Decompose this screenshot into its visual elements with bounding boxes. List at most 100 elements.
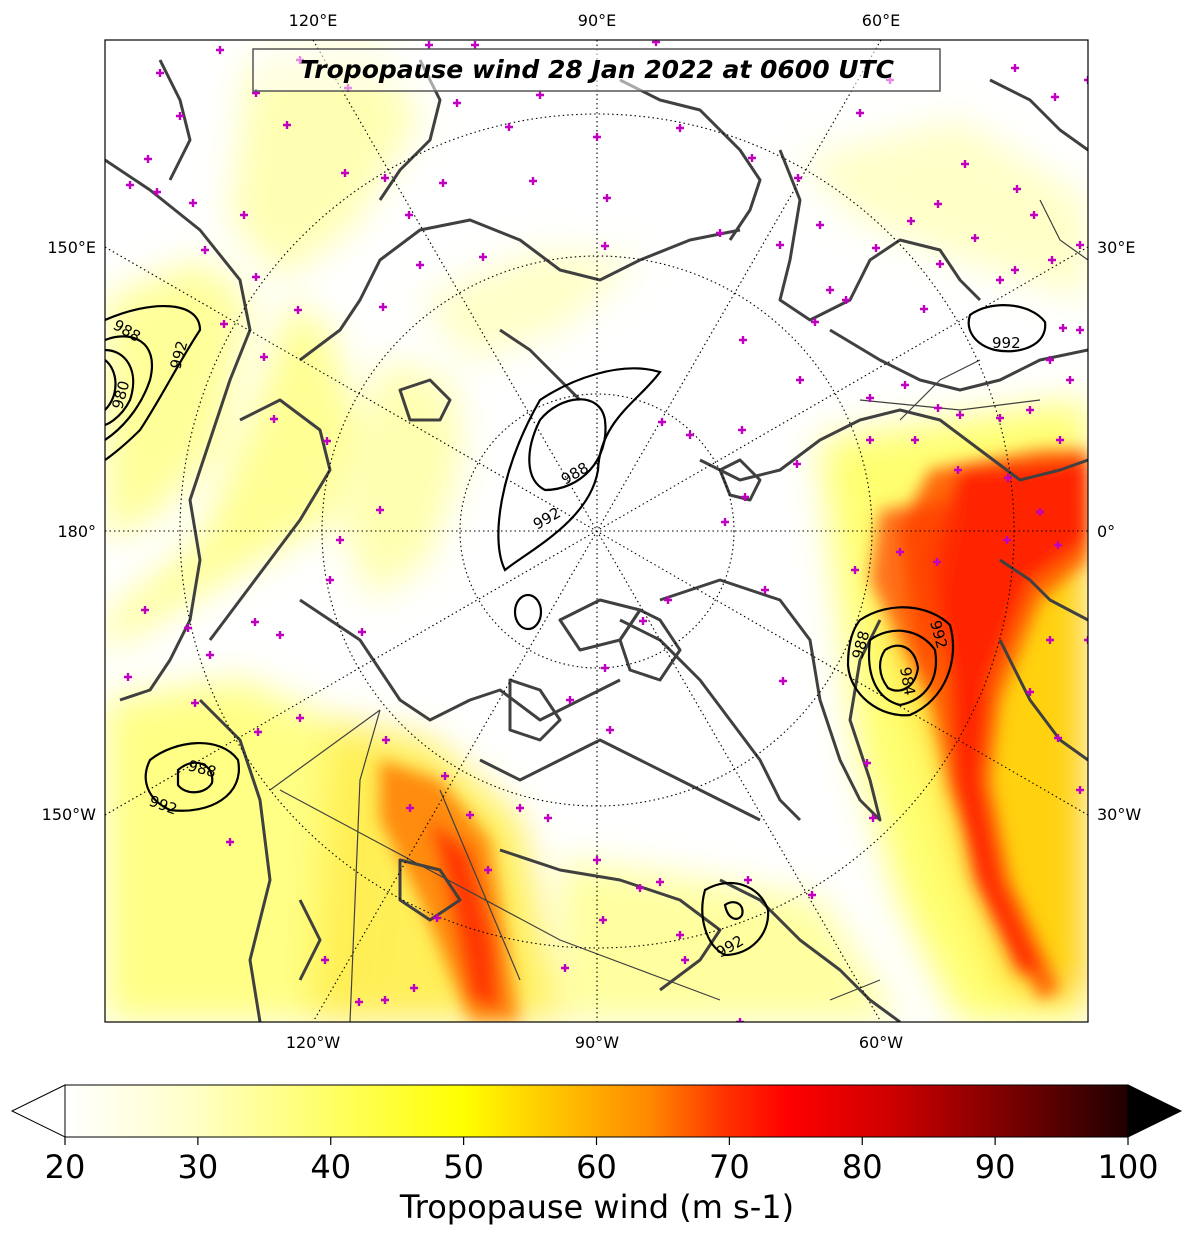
station-marker-icon: [260, 353, 268, 361]
station-marker-icon: [851, 566, 859, 574]
station-marker-icon: [416, 261, 424, 269]
station-marker-icon: [326, 576, 334, 584]
map-frame: [104, 39, 1089, 1023]
station-marker-icon: [294, 306, 302, 314]
station-marker-icon: [811, 318, 819, 326]
station-marker-icon: [529, 177, 537, 185]
station-marker-icon: [323, 437, 331, 445]
station-marker-icon: [433, 914, 441, 922]
station-marker-icon: [536, 91, 544, 99]
station-marker-icon: [466, 811, 474, 819]
station-marker-icon: [1054, 541, 1062, 549]
station-marker-icon: [741, 493, 749, 501]
station-marker-icon: [1011, 266, 1019, 274]
station-marker-icon: [996, 276, 1004, 284]
station-marker-icon: [1054, 734, 1062, 742]
station-marker-icon: [201, 246, 209, 254]
title-box: [252, 48, 941, 92]
colorbar-ticks: 20 30 40 50 60 70 80 90 100: [45, 1137, 1159, 1186]
station-marker-icon: [141, 606, 149, 614]
station-marker-icon: [808, 891, 816, 899]
station-marker-icon: [251, 618, 259, 626]
station-marker-icon: [816, 221, 824, 229]
station-marker-icon: [796, 376, 804, 384]
station-marker-icon: [676, 931, 684, 939]
station-marker-icon: [721, 518, 729, 526]
graticule: [105, 40, 1088, 1022]
station-marker-icon: [761, 586, 769, 594]
station-marker-icon: [901, 381, 909, 389]
colorbar-tick-label: 50: [443, 1148, 484, 1186]
colorbar-tick-label: 20: [45, 1148, 86, 1186]
station-marker-icon: [933, 558, 941, 566]
station-marker-icon: [126, 181, 134, 189]
station-marker-icon: [639, 617, 647, 625]
station-marker-icon: [872, 244, 880, 252]
station-marker-icon: [601, 242, 609, 250]
station-marker-icon: [453, 99, 461, 107]
station-marker-icon: [1026, 688, 1034, 696]
station-marker-icon: [896, 548, 904, 556]
colorbar-tick-label: 40: [310, 1148, 351, 1186]
station-marker-icon: [920, 305, 928, 313]
station-marker-icon: [1046, 636, 1054, 644]
station-marker-icon: [716, 229, 724, 237]
station-marker-icon: [956, 411, 964, 419]
lon-label-top-0: 120°E: [289, 11, 338, 30]
station-marker-icon: [341, 169, 349, 177]
station-marker-icon: [544, 814, 552, 822]
station-marker-icon: [336, 536, 344, 544]
station-marker-icon: [863, 759, 871, 767]
lon-label-right-0: 30°E: [1097, 238, 1135, 257]
station-marker-icon: [191, 699, 199, 707]
station-marker-icon: [376, 506, 384, 514]
colorbar-extend-max: [1127, 1084, 1183, 1138]
station-marker-icon: [1076, 326, 1084, 334]
station-marker-icon: [561, 964, 569, 972]
station-marker-icon: [184, 624, 192, 632]
station-marker-icon: [1056, 436, 1064, 444]
station-marker-icon: [1051, 93, 1059, 101]
colorbar-bar: [64, 1084, 1129, 1138]
station-marker-icon: [656, 878, 664, 886]
station-marker-icon: [681, 956, 689, 964]
colorbar-tick-label: 30: [178, 1148, 219, 1186]
station-marker-icon: [156, 69, 164, 77]
station-marker-icon: [252, 273, 260, 281]
station-marker-icon: [240, 211, 248, 219]
station-marker-icon: [410, 984, 418, 992]
station-marker-icon: [776, 241, 784, 249]
station-marker-icon: [599, 916, 607, 924]
contour-label-992-europe: 992: [992, 334, 1021, 352]
station-marker-icon: [636, 884, 644, 892]
station-marker-icon: [379, 303, 387, 311]
station-marker-icon: [1013, 185, 1021, 193]
station-marker-icon: [866, 394, 874, 402]
station-marker-icon: [124, 673, 132, 681]
station-marker-icon: [296, 714, 304, 722]
station-marker-icon: [1059, 324, 1067, 332]
lon-label-left-2: 150°W: [42, 805, 97, 824]
station-marker-icon: [381, 996, 389, 1004]
station-marker-icon: [911, 436, 919, 444]
station-marker-icon: [405, 211, 413, 219]
station-marker-icon: [1004, 474, 1012, 482]
station-marker-icon: [206, 651, 214, 659]
station-marker-icon: [1076, 241, 1084, 249]
station-marker-icon: [934, 404, 942, 412]
station-marker-icon: [658, 418, 666, 426]
station-marker-icon: [1046, 356, 1054, 364]
station-marker-icon: [652, 40, 660, 46]
station-marker-icon: [971, 234, 979, 242]
station-marker-icon: [355, 998, 363, 1006]
station-marker-icon: [593, 133, 601, 141]
lon-label-bottom-0: 120°W: [286, 1033, 341, 1052]
longitude-labels: 120°E 90°E 60°E 120°W 90°W 60°W 150°E 18…: [42, 11, 1142, 1052]
station-markers: [124, 40, 1088, 1022]
station-marker-icon: [1066, 376, 1074, 384]
station-marker-icon: [382, 736, 390, 744]
colorbar-label: Tropopause wind (m s-1): [399, 1188, 794, 1226]
map-title: Tropopause wind 28 Jan 2022 at 0600 UTC: [300, 55, 895, 84]
colorbar: 20 30 40 50 60 70 80 90 100 Tropopause wind (m s…: [10, 1084, 1183, 1226]
